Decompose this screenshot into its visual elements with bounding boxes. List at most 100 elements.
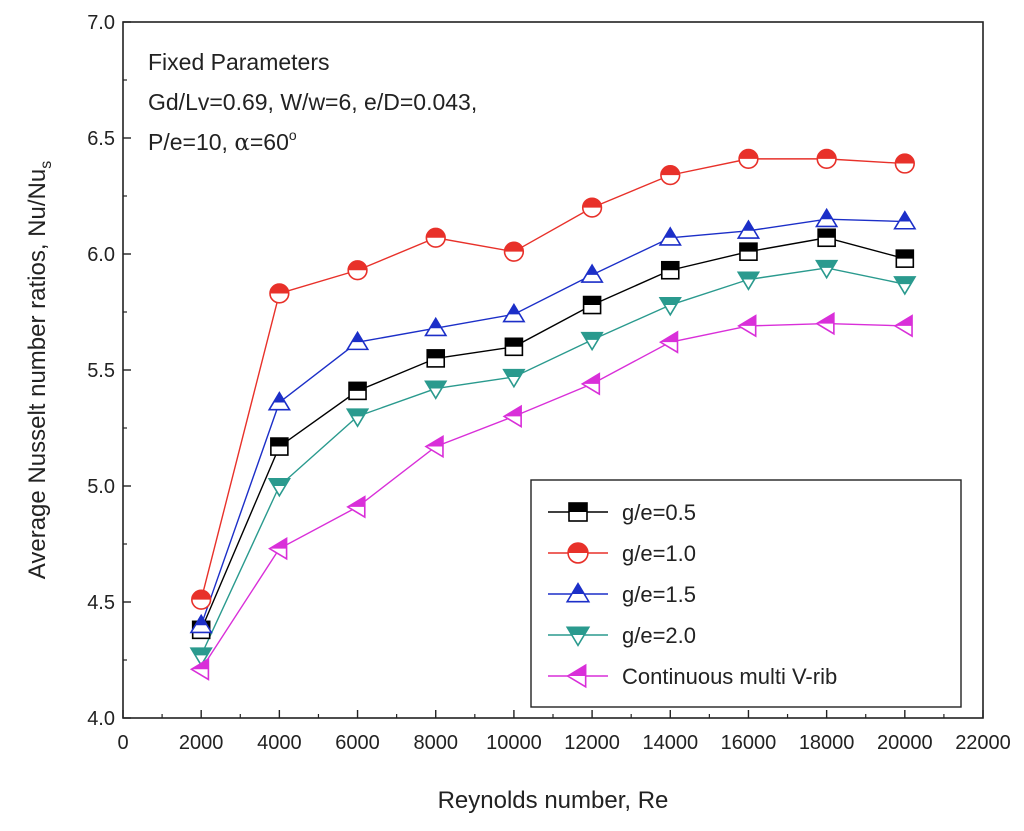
- data-point-series-1: [348, 381, 367, 401]
- data-point-series-4: [502, 368, 526, 389]
- annotation-degree: o: [289, 127, 297, 143]
- data-point-series-3: [424, 316, 448, 337]
- x-tick-label: 14000: [642, 732, 698, 754]
- data-point-series-1: [739, 242, 758, 261]
- legend-marker: [565, 582, 591, 603]
- series-line-3: [200, 218, 905, 626]
- data-point-series-5: [658, 330, 679, 354]
- data-point-series-1: [582, 295, 602, 315]
- x-tick-label: 8000: [413, 732, 458, 754]
- x-tick-label: 4000: [257, 732, 302, 754]
- data-point-series-4: [736, 271, 761, 291]
- y-tick-label: 6.5: [87, 128, 115, 150]
- data-point-series-2: [660, 164, 681, 186]
- legend-box: [530, 479, 962, 708]
- data-point-series-3: [815, 207, 839, 228]
- legend-marker: [567, 542, 589, 564]
- data-point-series-2: [425, 227, 446, 248]
- data-point-series-5: [580, 372, 601, 396]
- data-point-series-1: [660, 260, 680, 280]
- axis-ticks: [122, 21, 984, 719]
- data-point-series-3: [580, 263, 604, 283]
- data-point-series-5: [893, 314, 913, 338]
- annotation-line-2: Gd/Lv=0.69, W/w=6, e/D=0.043,: [148, 89, 477, 115]
- data-point-series-3: [189, 613, 213, 634]
- data-point-series-1: [426, 349, 446, 368]
- series-line-4: [200, 267, 905, 656]
- data-point-series-1: [895, 249, 915, 268]
- data-point-series-3: [658, 226, 682, 246]
- data-point-series-5: [346, 495, 366, 519]
- data-point-series-4: [893, 276, 917, 296]
- data-point-series-4: [189, 647, 213, 667]
- data-point-series-4: [658, 297, 682, 317]
- x-tick-label: 2000: [179, 732, 224, 754]
- data-point-series-2: [269, 283, 290, 304]
- legend-label: Continuous multi V-rib: [622, 664, 837, 689]
- y-axis-title-main: Average Nusselt number ratios, Nu/Nu: [24, 169, 51, 579]
- data-point-series-3: [736, 219, 761, 239]
- series-line-5: [200, 322, 905, 670]
- x-tick-label: 20000: [877, 732, 933, 754]
- legend-marker: [565, 626, 591, 647]
- y-tick-label: 6.0: [87, 244, 115, 266]
- x-tick-label: 12000: [564, 732, 620, 754]
- legend: g/e=0.5 g/e=1.0 g/e=1.5 g/e=2.0 Continuous m…: [530, 479, 962, 708]
- y-axis-title-sub: s: [38, 161, 55, 169]
- legend-marker: [568, 502, 588, 522]
- y-tick-label: 7.0: [87, 12, 115, 34]
- data-point-series-5: [268, 537, 288, 561]
- legend-label: g/e=0.5: [622, 500, 696, 525]
- data-point-series-5: [815, 311, 835, 336]
- x-axis-title: Reynolds number, Re: [438, 787, 669, 814]
- y-tick-label: 4.0: [87, 708, 115, 730]
- annotation-prefix: P/e=10,: [148, 129, 234, 155]
- data-point-series-3: [893, 210, 917, 230]
- data-point-series-5: [737, 314, 757, 338]
- x-tick-label: 10000: [486, 732, 542, 754]
- annotation-alpha: α: [234, 130, 250, 156]
- data-point-series-5: [189, 657, 210, 681]
- legend-label: g/e=1.5: [622, 582, 696, 607]
- legend-label: g/e=1.0: [622, 541, 696, 566]
- data-point-series-3: [345, 330, 370, 351]
- legend-marker: [566, 663, 587, 689]
- data-point-series-3: [502, 302, 526, 323]
- x-tick-label: 22000: [955, 732, 1011, 754]
- data-point-series-1: [504, 337, 524, 357]
- data-point-series-4: [580, 331, 604, 352]
- data-point-series-4: [345, 408, 370, 428]
- annotation: Fixed Parameters Gd/Lv=0.69, W/w=6, e/D=…: [148, 49, 477, 156]
- data-point-series-2: [191, 589, 212, 610]
- data-point-series-2: [581, 197, 603, 218]
- data-point-series-5: [502, 404, 522, 429]
- data-point-series-2: [738, 148, 759, 170]
- y-tick-label: 4.5: [87, 592, 115, 614]
- y-tick-label: 5.5: [87, 360, 115, 382]
- annotation-value: =60: [250, 129, 289, 155]
- data-point-series-2: [894, 153, 915, 174]
- y-axis-title: Average Nusselt number ratios, Nu/Nus: [24, 161, 55, 579]
- legend-label: g/e=2.0: [622, 623, 696, 648]
- series-lines: [200, 158, 905, 670]
- data-point-series-2: [347, 260, 368, 281]
- annotation-line-1: Fixed Parameters: [148, 49, 330, 75]
- series-line-1: [200, 237, 905, 631]
- data-point-series-4: [815, 259, 839, 280]
- x-tick-label: 6000: [335, 732, 380, 754]
- data-point-series-2: [816, 148, 837, 170]
- data-point-series-4: [267, 477, 291, 498]
- data-point-series-2: [503, 241, 525, 262]
- data-point-series-1: [817, 228, 836, 248]
- series-line-2: [200, 158, 905, 600]
- x-tick-label: 18000: [799, 732, 855, 754]
- data-point-series-1: [270, 437, 289, 456]
- annotation-line-3: P/e=10, α=60o: [148, 127, 297, 156]
- x-tick-label: 0: [117, 732, 128, 754]
- data-point-series-4: [424, 380, 448, 400]
- x-tick-label: 16000: [721, 732, 777, 754]
- series-markers: [189, 148, 917, 681]
- y-tick-label: 5.0: [87, 476, 115, 498]
- data-point-series-5: [424, 434, 444, 459]
